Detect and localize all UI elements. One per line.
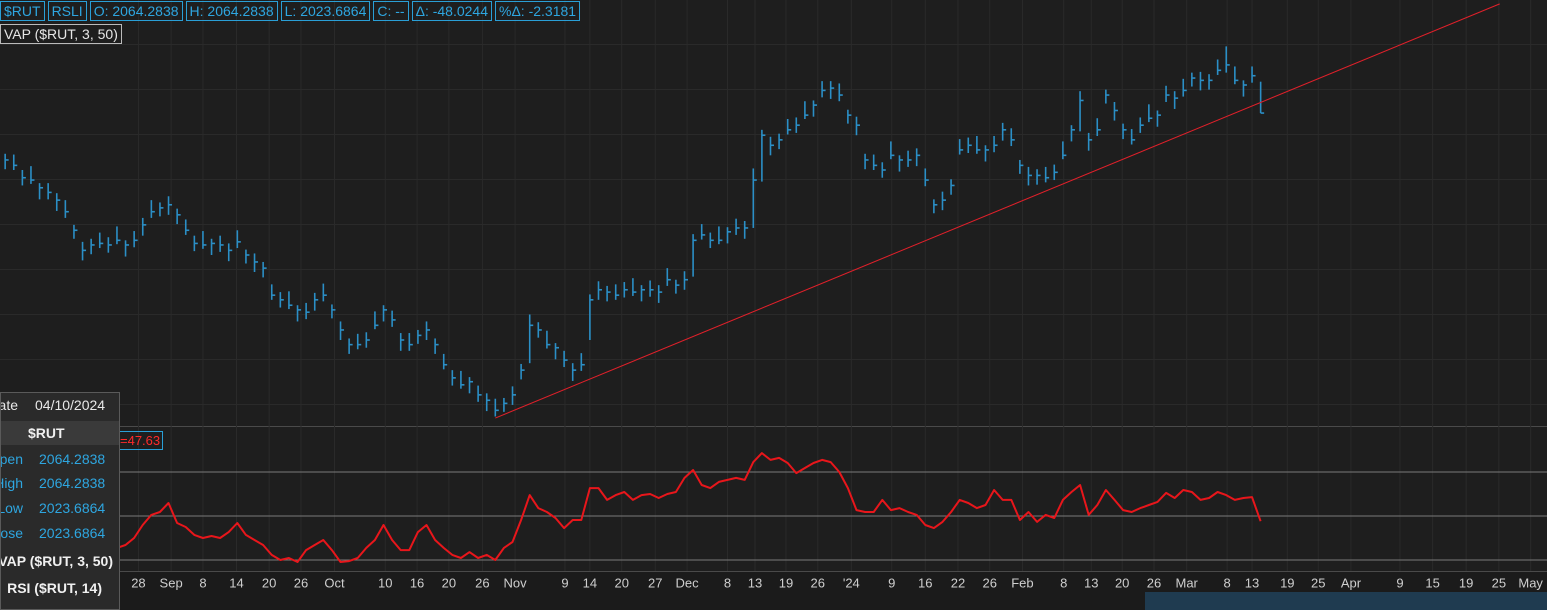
symbol-row (1, 421, 119, 445)
x-tick-label: 27 (648, 575, 662, 590)
x-tick-label: 10 (378, 575, 392, 590)
x-tick-label: 26 (1147, 575, 1161, 590)
x-tick-label: 25 (1311, 575, 1325, 590)
x-tick-label: Oct (324, 575, 345, 590)
x-tick-label: '24 (843, 575, 860, 590)
x-tick-label: May (1518, 575, 1543, 590)
rsi-line (116, 452, 1262, 563)
x-tick-label: Sep (160, 575, 183, 590)
row-value: 2023.6864 (39, 525, 106, 541)
x-tick-label: Apr (1341, 575, 1362, 590)
x-tick-label: 8 (199, 575, 206, 590)
x-axis-strip (0, 572, 1547, 592)
x-tick-label: 22 (951, 575, 965, 590)
x-tick-label: 28 (131, 575, 145, 590)
x-tick-label: 26 (811, 575, 825, 590)
indicator-label: VAP ($RUT, 3, 50) (0, 24, 122, 44)
study-label: RSI ($RUT, 14) (7, 580, 102, 596)
x-tick-label: 9 (561, 575, 568, 590)
header-item: C: -- (373, 1, 409, 21)
symbol: $RUT (28, 425, 65, 441)
x-tick-label: Nov (504, 575, 528, 590)
trendline (495, 3, 1500, 419)
x-tick-label: 20 (262, 575, 276, 590)
x-tick-label: 16 (918, 575, 932, 590)
date-value: 04/10/2024 (35, 397, 106, 413)
x-tick-label: Feb (1011, 575, 1033, 590)
header-item: Δ: -48.0244 (411, 1, 492, 21)
x-tick-label: 14 (583, 575, 597, 590)
x-tick-label: 19 (1459, 575, 1473, 590)
row-value: 2023.6864 (39, 500, 106, 516)
x-tick-label: 13 (748, 575, 762, 590)
x-tick-label: 25 (1492, 575, 1506, 590)
row-value: 2064.2838 (39, 475, 106, 491)
x-tick-label: 15 (1425, 575, 1439, 590)
x-tick-label: 19 (779, 575, 793, 590)
x-tick-label: 16 (410, 575, 424, 590)
row-value: 2064.2838 (39, 451, 106, 467)
x-tick-label: 19 (1280, 575, 1294, 590)
symbol-header: $RUT RSLI O: 2064.2838 H: 2064.2838 L: 2023.… (0, 1, 581, 21)
header-item: RSLI (47, 1, 87, 21)
row-label: Open (0, 451, 23, 467)
header-item: $RUT (0, 1, 45, 21)
rsi-label: =47.63 (117, 431, 164, 450)
date-label: Date (1, 397, 18, 413)
study-label: VAP ($RUT, 3, 50) (0, 553, 113, 569)
x-tick-label: 13 (1084, 575, 1098, 590)
header-item: L: 2023.6864 (280, 1, 371, 21)
x-tick-label: 13 (1245, 575, 1259, 590)
header-item: H: 2064.2838 (185, 1, 278, 21)
data-window: Date 04/10/2024 $RUT Open 2064.2838 High… (0, 392, 120, 610)
x-tick-label: 8 (1223, 575, 1230, 590)
price-grid (0, 0, 1547, 426)
x-tick-label: 26 (475, 575, 489, 590)
header-item: %Δ: -2.3181 (495, 1, 581, 21)
row-label: High (1, 475, 23, 491)
header-item: O: 2064.2838 (89, 1, 183, 21)
x-tick-label: 8 (1060, 575, 1067, 590)
x-tick-label: 9 (1396, 575, 1403, 590)
x-tick-label: 26 (983, 575, 997, 590)
x-tick-label: 20 (1115, 575, 1129, 590)
x-tick-label: 20 (442, 575, 456, 590)
x-tick-label: 8 (724, 575, 731, 590)
x-tick-label: 14 (229, 575, 243, 590)
x-tick-label: Dec (676, 575, 700, 590)
scrollbar[interactable] (1145, 592, 1547, 610)
x-tick-label: 26 (294, 575, 308, 590)
x-tick-label: 9 (888, 575, 895, 590)
row-label: Close (0, 525, 23, 541)
x-tick-label: 20 (614, 575, 628, 590)
x-tick-label: Mar (1175, 575, 1198, 590)
row-label: Low (1, 500, 23, 516)
